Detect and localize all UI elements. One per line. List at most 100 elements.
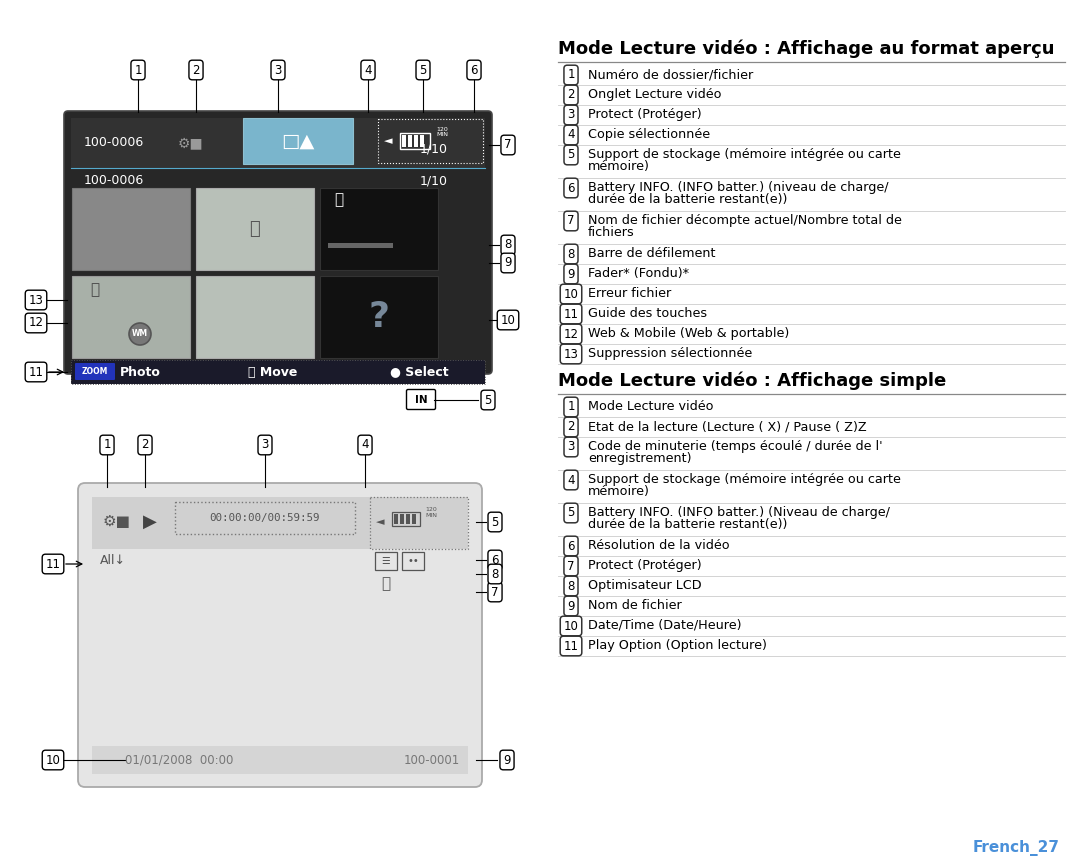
Bar [378,119,483,163]
Text: 12: 12 [28,317,43,330]
FancyBboxPatch shape [75,363,114,380]
Bar [195,188,314,270]
Text: 6: 6 [470,63,477,76]
Text: 5: 5 [419,63,427,76]
Bar [328,243,393,248]
Text: 3: 3 [567,108,575,122]
Text: 00:00:00/00:59:59: 00:00:00/00:59:59 [210,513,321,523]
Text: ⚙■: ⚙■ [103,515,131,529]
Text: 7: 7 [504,139,512,152]
Text: 13: 13 [564,347,579,360]
Text: Onglet Lecture vidéo: Onglet Lecture vidéo [588,88,721,101]
Text: 9: 9 [504,257,512,269]
Bar [375,552,397,570]
Text: 5: 5 [484,393,491,406]
Text: 100-0006: 100-0006 [84,136,145,149]
Text: 100-0006: 100-0006 [84,174,145,187]
Text: Guide des touches: Guide des touches [588,307,707,320]
Text: Support de stockage (mémoire intégrée ou carte: Support de stockage (mémoire intégrée ou… [588,473,901,486]
Bar [175,502,355,534]
Text: 11: 11 [564,640,579,653]
Text: Fader* (Fondu)*: Fader* (Fondu)* [588,267,689,280]
Circle shape [129,323,151,345]
Text: ◄: ◄ [376,517,384,527]
Text: Mode Lecture vidéo: Mode Lecture vidéo [588,400,714,413]
FancyBboxPatch shape [64,111,492,374]
FancyBboxPatch shape [78,483,482,787]
Text: 8: 8 [491,568,499,581]
Text: ● Select: ● Select [390,365,448,378]
Text: ⧉: ⧉ [334,192,343,207]
Text: 9: 9 [567,600,575,613]
Text: Protect (Protéger): Protect (Protéger) [588,559,702,572]
Text: Mode Lecture vidéo : Affichage simple: Mode Lecture vidéo : Affichage simple [558,372,946,391]
Text: ••: •• [407,556,419,566]
Bar [392,512,420,526]
Text: 5: 5 [567,148,575,161]
Text: 2: 2 [567,420,575,433]
Text: Support de stockage (mémoire intégrée ou carte: Support de stockage (mémoire intégrée ou… [588,148,901,161]
Text: Code de minuterie (temps écoulé / durée de l': Code de minuterie (temps écoulé / durée … [588,440,882,453]
Text: Nom de fichier décompte actuel/Nombre total de: Nom de fichier décompte actuel/Nombre to… [588,214,902,227]
Text: 1: 1 [104,438,111,451]
Bar [320,276,438,358]
Bar [402,552,424,570]
Text: 120
MIN: 120 MIN [426,507,437,518]
Text: IN: IN [415,395,428,405]
Text: 11: 11 [28,365,43,378]
Text: □▲: □▲ [281,131,314,150]
Text: ⚙■: ⚙■ [178,136,204,150]
Text: 1: 1 [567,69,575,82]
Text: 10: 10 [564,620,579,633]
Text: ZOOM: ZOOM [82,367,108,376]
Bar [420,135,424,147]
Text: durée de la batterie restant(e)): durée de la batterie restant(e)) [588,518,787,531]
Text: 9: 9 [503,753,511,766]
Text: 12: 12 [564,327,579,340]
Bar [414,135,418,147]
Text: 1/10: 1/10 [420,174,448,187]
Bar [71,360,485,384]
Text: mémoire): mémoire) [588,160,650,173]
Text: 8: 8 [567,247,575,260]
Text: 10: 10 [564,287,579,300]
Text: 7: 7 [567,560,575,573]
Text: ☰: ☰ [381,556,390,566]
Text: Barre de défilement: Barre de défilement [588,247,715,260]
Text: ◄: ◄ [384,136,392,146]
Text: ⬬ Move: ⬬ Move [248,365,297,378]
Text: 1: 1 [567,400,575,413]
Text: Web & Mobile (Web & portable): Web & Mobile (Web & portable) [588,327,789,340]
Text: 10: 10 [45,753,60,766]
Text: 2: 2 [141,438,149,451]
Text: 4: 4 [567,128,575,141]
Text: Numéro de dossier/fichier: Numéro de dossier/fichier [588,68,753,81]
Text: 11: 11 [564,307,579,320]
Bar [72,188,190,270]
Text: 2: 2 [192,63,200,76]
Text: Protect (Protéger): Protect (Protéger) [588,108,702,121]
Text: 2: 2 [567,89,575,102]
Bar [400,514,404,524]
Text: ▶: ▶ [143,513,157,531]
Text: 3: 3 [261,438,269,451]
Text: 6: 6 [491,554,499,567]
Text: 8: 8 [504,239,512,252]
Text: durée de la batterie restant(e)): durée de la batterie restant(e)) [588,193,787,206]
Bar [402,135,406,147]
Bar [243,118,353,164]
Bar [92,746,468,774]
Text: Photo: Photo [120,365,161,378]
Text: enregistrement): enregistrement) [588,452,691,465]
Text: 6: 6 [567,540,575,553]
Bar [394,514,399,524]
Text: Play Option (Option lecture): Play Option (Option lecture) [588,639,767,652]
Bar [411,514,416,524]
Text: Battery INFO. (INFO batter.) (Niveau de charge/: Battery INFO. (INFO batter.) (Niveau de … [588,506,890,519]
Text: 3: 3 [274,63,282,76]
Text: 1: 1 [134,63,141,76]
Text: French_27: French_27 [973,840,1059,856]
Text: 6: 6 [567,181,575,194]
Bar [195,276,314,358]
Text: All↓: All↓ [100,554,126,567]
